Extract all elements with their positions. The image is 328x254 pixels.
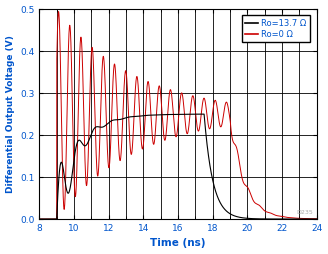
Y-axis label: Differential Output Voltage (V): Differential Output Voltage (V) — [6, 35, 14, 193]
Legend: Ro=13.7 Ω, Ro=0 Ω: Ro=13.7 Ω, Ro=0 Ω — [242, 15, 310, 42]
Text: D235: D235 — [296, 210, 313, 215]
X-axis label: Time (ns): Time (ns) — [150, 239, 206, 248]
